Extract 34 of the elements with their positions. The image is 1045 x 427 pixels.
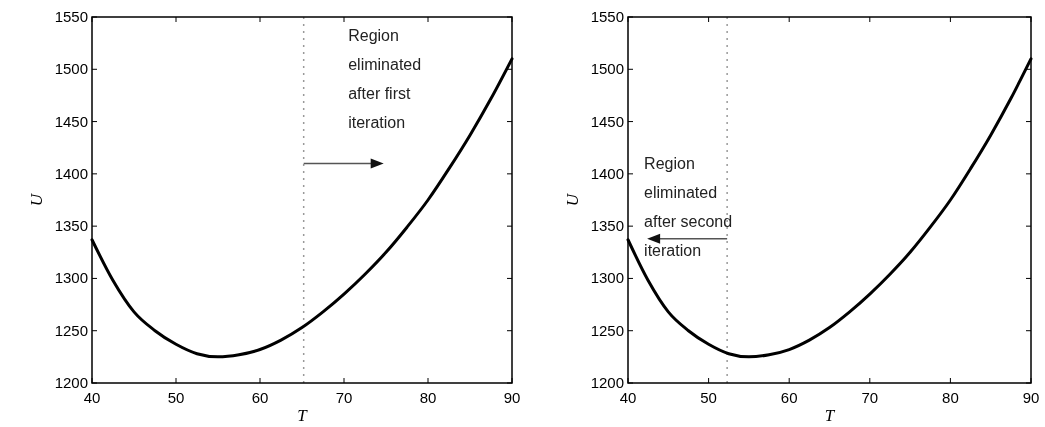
- y-tick-label: 1250: [54, 321, 88, 339]
- y-tick-label: 1200: [590, 374, 624, 391]
- x-tick-label: 60: [780, 389, 798, 406]
- x-tick-label: 90: [1022, 389, 1040, 406]
- y-tick-label: 1450: [54, 112, 88, 130]
- y-tick-label: 1450: [590, 112, 624, 130]
- y-tick-label: 1500: [590, 60, 624, 78]
- x-tick-label: 40: [83, 389, 101, 406]
- x-tick-label: 80: [419, 389, 437, 406]
- y-tick-label: 1550: [54, 8, 88, 25]
- x-tick-label: 50: [167, 389, 185, 406]
- x-tick-label: 90: [503, 389, 521, 406]
- y-tick-label: 1250: [590, 321, 624, 339]
- y-tick-label: 1350: [54, 217, 88, 235]
- y-tick-label: 1400: [590, 164, 624, 182]
- y-tick-label: 1350: [590, 217, 624, 235]
- y-tick-label: 1300: [54, 269, 88, 287]
- y-tick-label: 1400: [54, 164, 88, 182]
- annotation: Region eliminated after second iteration: [644, 154, 733, 259]
- y-tick-label: 1550: [590, 8, 624, 25]
- x-tick-label: 60: [251, 389, 269, 406]
- y-tick-label: 1300: [590, 269, 624, 287]
- x-tick-label: 80: [942, 389, 959, 406]
- x-tick-label: 50: [700, 389, 717, 406]
- x-tick-label: 70: [335, 389, 353, 406]
- x-tick-label: 70: [861, 389, 879, 406]
- annotation: Region eliminated after first iteration: [348, 27, 422, 132]
- x-axis-title: T: [297, 406, 309, 425]
- x-tick-label: 40: [619, 389, 637, 406]
- x-axis-title: T: [824, 406, 836, 425]
- y-axis-title: U: [563, 192, 582, 207]
- y-tick-label: 1500: [54, 60, 88, 78]
- y-axis-title: U: [27, 192, 46, 207]
- y-tick-label: 1200: [54, 374, 88, 391]
